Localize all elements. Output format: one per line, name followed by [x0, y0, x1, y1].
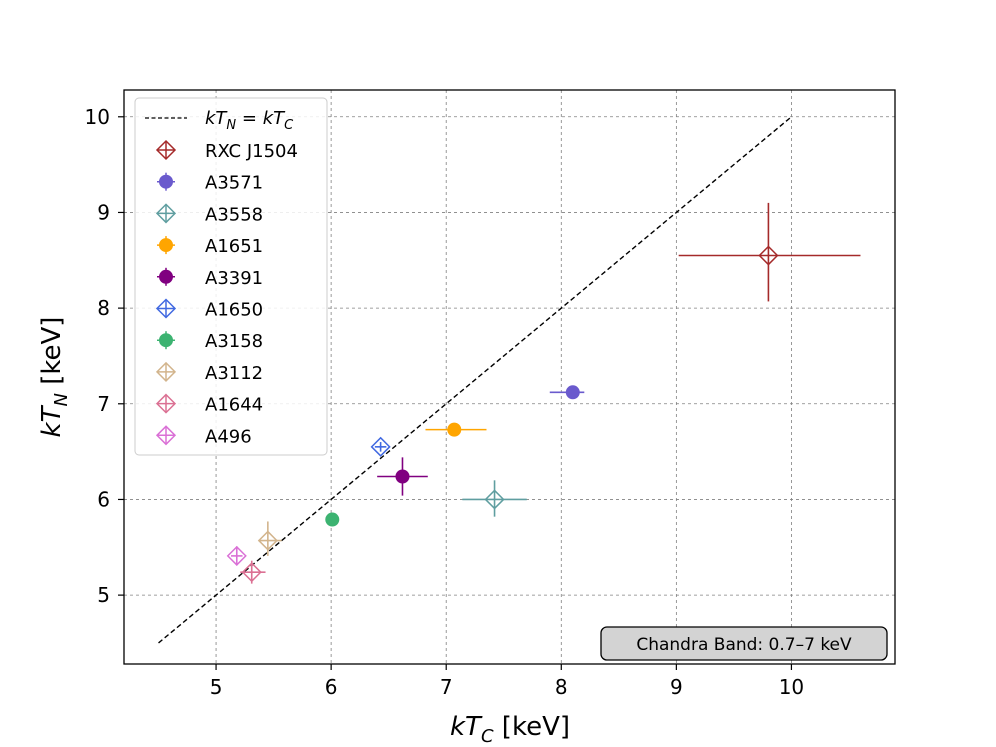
- marker-a496: [226, 545, 247, 566]
- legend-item-a1650: A1650: [155, 298, 263, 321]
- legend-marker-a1651: [159, 238, 173, 253]
- marker-a1650: [370, 436, 391, 457]
- legend-label-a3391: A3391: [205, 268, 263, 289]
- x-axis-label-main: kT: [450, 712, 483, 742]
- point-a1644: [240, 560, 266, 584]
- legend-label-a1650: A1650: [205, 300, 263, 321]
- y-axis-label-main: kT: [37, 404, 67, 437]
- legend-marker-a1644: [155, 393, 177, 414]
- reference-line-group: [158, 116, 792, 644]
- point-a3112: [257, 521, 282, 556]
- point-a1651: [425, 422, 487, 437]
- marker-a1644: [241, 562, 262, 583]
- legend-item-a1651: A1651: [157, 236, 263, 257]
- band-annotation: Chandra Band: 0.7–7 keV: [600, 626, 888, 661]
- x-tick-label: 8: [555, 675, 568, 699]
- y-axis-label-unit: [keV]: [37, 317, 67, 393]
- x-axis-label-unit: [keV]: [494, 712, 570, 742]
- y-tick-label: 10: [85, 105, 110, 129]
- x-axis-label-sub: C: [481, 726, 494, 747]
- legend-item-a3112: A3112: [155, 361, 263, 384]
- legend-label-a3558: A3558: [205, 204, 263, 225]
- x-tick-label: 6: [325, 675, 338, 699]
- y-tick-label: 5: [97, 583, 110, 607]
- legend-item-a3391: A3391: [157, 267, 263, 289]
- point-a496: [226, 545, 247, 566]
- marker-rxc-j1504: [758, 245, 779, 266]
- x-tick-label: 7: [440, 675, 453, 699]
- marker-a1651: [447, 422, 462, 437]
- legend: kTN = kTC RXC J1504 A3571 A3558 A1651 A3391 A…: [134, 97, 328, 456]
- legend-label-a3112: A3112: [205, 363, 263, 384]
- y-axis-label-sub: N: [51, 393, 72, 406]
- marker-a3158: [325, 512, 340, 527]
- legend-marker-a496: [155, 425, 177, 446]
- legend-marker-a3158: [159, 333, 173, 348]
- legend-marker-a3391: [159, 269, 173, 284]
- point-a3558: [462, 480, 527, 517]
- legend-item-a3158: A3158: [157, 331, 263, 352]
- x-tick-label: 10: [779, 675, 804, 699]
- marker-a3112: [257, 530, 278, 551]
- plot-frame: [123, 89, 896, 665]
- legend-box: [134, 97, 328, 456]
- legend-marker-rxc-j1504: [155, 139, 177, 161]
- point-a1650: [370, 436, 391, 457]
- legend-marker-a1650: [155, 298, 177, 319]
- band-annotation-box: [600, 626, 888, 661]
- axis-ticks: 5 6 7 8 9 10 5 6 7 8 9 10: [85, 105, 805, 699]
- marker-a3391: [395, 469, 410, 484]
- legend-item-a3571: A3571: [157, 172, 263, 194]
- legend-label-a496: A496: [205, 426, 252, 447]
- legend-marker-a3112: [155, 361, 177, 382]
- legend-label-a1651: A1651: [205, 236, 263, 257]
- legend-label-a3158: A3158: [205, 331, 263, 352]
- legend-refline-label: kTN = kTC: [205, 108, 294, 133]
- y-tick-label: 9: [97, 200, 110, 224]
- legend-items: RXC J1504 A3571 A3558 A1651 A3391 A1650 A3158 A…: [155, 139, 298, 447]
- marker-a3571: [565, 385, 580, 400]
- y-tick-label: 6: [97, 487, 110, 511]
- x-tick-label: 5: [210, 675, 223, 699]
- legend-item-a1644: A1644: [155, 393, 263, 416]
- point-a3158: [325, 512, 340, 527]
- legend-item-a3558: A3558: [155, 203, 263, 225]
- y-tick-label: 8: [97, 296, 110, 320]
- x-axis-label: kTC [keV]: [450, 712, 570, 747]
- y-tick-label: 7: [97, 392, 110, 416]
- point-rxc-j1504: [678, 202, 861, 302]
- point-a3391: [377, 457, 428, 496]
- band-annotation-text: Chandra Band: 0.7–7 keV: [636, 635, 852, 655]
- legend-label-a3571: A3571: [205, 173, 263, 194]
- legend-marker-a3558: [155, 203, 177, 224]
- data-points: [226, 202, 861, 584]
- marker-a3558: [484, 489, 505, 510]
- y-axis-label: kTN [keV]: [37, 317, 72, 438]
- x-tick-label: 9: [670, 675, 683, 699]
- legend-marker-a3571: [159, 174, 173, 189]
- legend-label-a1644: A1644: [205, 395, 263, 416]
- legend-item-a496: A496: [155, 425, 252, 447]
- legend-item-rxc-j1504: RXC J1504: [155, 139, 298, 162]
- reference-line: [158, 116, 792, 644]
- point-a3571: [549, 385, 585, 400]
- legend-label-rxc-j1504: RXC J1504: [205, 141, 298, 162]
